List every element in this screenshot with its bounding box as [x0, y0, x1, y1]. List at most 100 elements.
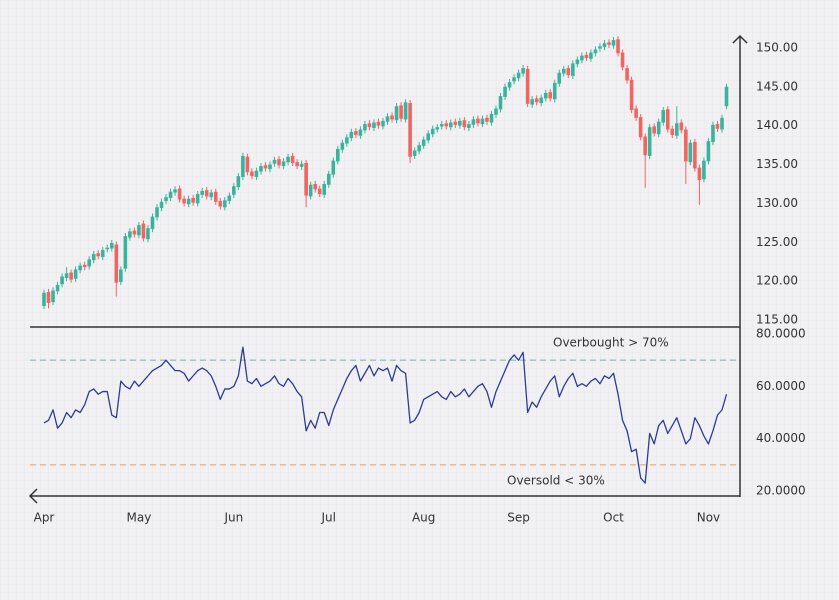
candle-body — [449, 122, 453, 128]
candle-body — [534, 98, 539, 103]
candle-body — [647, 127, 652, 156]
candle-body — [290, 155, 295, 163]
candle-body — [661, 110, 666, 123]
candle-body — [317, 188, 322, 195]
candle-body — [426, 133, 430, 141]
candle-body — [209, 192, 214, 198]
candle-body — [390, 115, 394, 120]
y-tick-label: 120.00 — [756, 274, 798, 288]
candle-body — [367, 123, 372, 128]
candle-body — [530, 99, 534, 105]
candle-body — [634, 108, 638, 118]
candle-body — [241, 155, 245, 177]
candle-body — [73, 269, 78, 279]
candle-body — [421, 139, 426, 146]
candle-body — [598, 46, 602, 49]
candle-body — [638, 117, 643, 138]
candle-body — [358, 129, 363, 136]
candle-body — [250, 171, 254, 177]
candle-body — [191, 197, 195, 203]
candle-body — [697, 167, 702, 181]
candle-body — [724, 86, 729, 107]
candle-body — [525, 68, 530, 104]
candle-body — [412, 150, 417, 156]
candle-body — [498, 96, 503, 110]
x-tick-label: Nov — [697, 511, 720, 525]
y-tick-label: 130.00 — [756, 196, 798, 210]
candle-body — [87, 259, 91, 267]
candle-body — [675, 123, 679, 136]
candle-body — [232, 186, 236, 195]
candle-body — [516, 72, 521, 79]
candle-body — [503, 86, 507, 97]
x-tick-label: Sep — [507, 511, 530, 525]
candle-body — [453, 121, 458, 125]
candle-body — [444, 123, 449, 127]
candle-body — [354, 131, 358, 135]
candle-body — [480, 118, 485, 125]
candle-body — [512, 77, 516, 82]
candle-body — [227, 195, 232, 202]
candle-body — [381, 120, 385, 127]
candle-body — [643, 136, 647, 156]
candle-body — [467, 124, 471, 128]
candle-body — [408, 103, 412, 157]
candle-body — [272, 159, 277, 164]
candle-body — [684, 129, 688, 162]
candle-body — [679, 122, 684, 131]
candle-body — [543, 92, 548, 99]
candle-body — [711, 124, 715, 142]
candle-body — [164, 197, 168, 202]
candle-body — [236, 176, 241, 188]
candle-body — [308, 184, 313, 197]
x-tick-label: Apr — [34, 511, 55, 525]
candle-body — [340, 142, 345, 150]
candle-body — [417, 145, 421, 152]
candle-body — [616, 39, 620, 54]
axes-layer — [28, 34, 748, 504]
annotation: Overbought > 70% — [553, 336, 669, 350]
candle-body — [439, 124, 444, 127]
candle-body — [580, 55, 584, 61]
candle-body — [128, 231, 132, 238]
candle-body — [69, 272, 73, 280]
rsi-line — [43, 346, 728, 484]
candle-body — [485, 117, 489, 122]
candle-body — [155, 207, 159, 218]
candle-body — [670, 128, 675, 135]
candle-body — [476, 118, 480, 124]
candle-body — [435, 127, 440, 130]
y-tick-label: 145.00 — [756, 79, 798, 93]
candle-body — [430, 128, 435, 135]
candle-body — [60, 276, 64, 285]
y-tick-label: 60.0000 — [756, 379, 806, 393]
candle-body — [173, 189, 177, 193]
candle-body — [720, 117, 724, 130]
candle-body — [114, 244, 119, 283]
y-tick-label: 80.0000 — [756, 327, 806, 341]
candle-body — [345, 137, 349, 144]
candle-body — [119, 269, 123, 282]
candle-body — [159, 201, 164, 209]
candle-body — [304, 162, 308, 196]
candle-body — [55, 285, 60, 292]
x-tick-label: Jul — [321, 511, 336, 525]
candle-body — [200, 190, 204, 195]
y-tick-label: 125.00 — [756, 235, 798, 249]
candle-body — [584, 54, 589, 58]
candle-body — [385, 116, 390, 122]
candle-body — [688, 142, 693, 163]
candle-body — [46, 292, 51, 303]
candle-body — [137, 225, 141, 236]
candle-body — [331, 160, 336, 175]
candle-body — [123, 236, 128, 269]
candle-body — [625, 68, 629, 81]
candle-body — [494, 108, 498, 115]
candle-body — [611, 40, 616, 46]
candle-body — [507, 82, 512, 88]
x-tick-label: Aug — [412, 511, 435, 525]
candle-body — [132, 230, 137, 235]
